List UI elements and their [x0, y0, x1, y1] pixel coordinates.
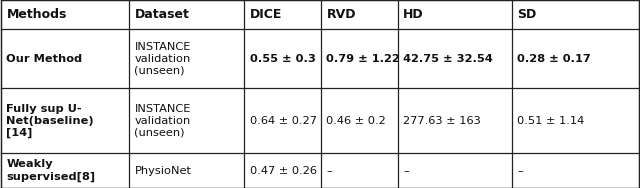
Text: DICE: DICE [250, 8, 282, 21]
Text: Our Method: Our Method [6, 54, 83, 64]
Text: 277.63 ± 163: 277.63 ± 163 [403, 116, 481, 126]
Text: 0.46 ± 0.2: 0.46 ± 0.2 [326, 116, 386, 126]
Text: 0.79 ± 1.22: 0.79 ± 1.22 [326, 54, 400, 64]
Text: Weakly
supervised[8]: Weakly supervised[8] [6, 159, 95, 182]
Text: 0.28 ± 0.17: 0.28 ± 0.17 [517, 54, 591, 64]
Text: HD: HD [403, 8, 424, 21]
Text: SD: SD [517, 8, 536, 21]
Text: INSTANCE
validation
(unseen): INSTANCE validation (unseen) [134, 42, 191, 76]
Text: PhysioNet: PhysioNet [134, 166, 191, 176]
Text: 0.64 ± 0.27: 0.64 ± 0.27 [250, 116, 317, 126]
Text: 42.75 ± 32.54: 42.75 ± 32.54 [403, 54, 493, 64]
Text: RVD: RVD [326, 8, 356, 21]
Text: INSTANCE
validation
(unseen): INSTANCE validation (unseen) [134, 104, 191, 138]
Text: 0.51 ± 1.14: 0.51 ± 1.14 [517, 116, 584, 126]
Text: Methods: Methods [6, 8, 67, 21]
Text: –: – [517, 166, 523, 176]
Text: –: – [326, 166, 332, 176]
Text: 0.47 ± 0.26: 0.47 ± 0.26 [250, 166, 317, 176]
Text: 0.55 ± 0.3: 0.55 ± 0.3 [250, 54, 316, 64]
Text: Fully sup U-
Net(baseline)
[14]: Fully sup U- Net(baseline) [14] [6, 104, 94, 138]
Text: –: – [403, 166, 409, 176]
Text: Dataset: Dataset [134, 8, 189, 21]
